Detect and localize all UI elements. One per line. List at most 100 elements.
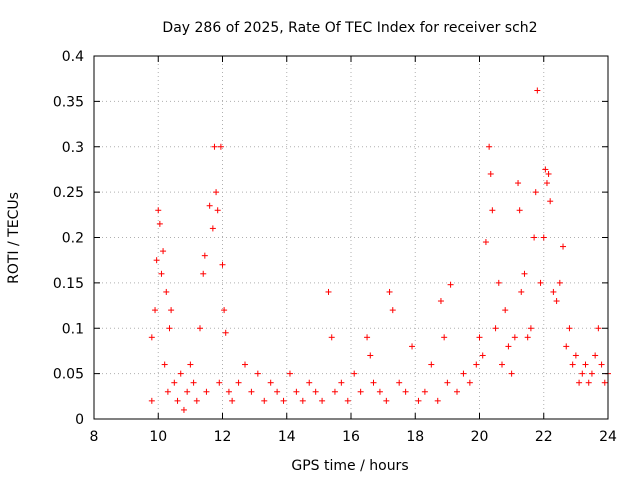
data-point bbox=[579, 370, 586, 377]
data-point bbox=[585, 379, 592, 386]
data-point bbox=[367, 352, 374, 359]
data-point bbox=[171, 379, 178, 386]
data-point bbox=[508, 370, 515, 377]
y-tick-label: 0.25 bbox=[53, 185, 84, 201]
data-point bbox=[187, 361, 194, 368]
data-point bbox=[180, 406, 187, 413]
x-tick-label: 18 bbox=[406, 429, 424, 445]
data-point bbox=[168, 307, 175, 314]
data-point bbox=[319, 397, 326, 404]
data-point bbox=[553, 298, 560, 305]
data-point bbox=[409, 343, 416, 350]
data-point bbox=[502, 307, 509, 314]
y-tick-label: 0.15 bbox=[53, 276, 84, 292]
data-point bbox=[274, 388, 281, 395]
data-point bbox=[460, 370, 467, 377]
data-point bbox=[160, 248, 167, 255]
data-point bbox=[190, 379, 197, 386]
data-point bbox=[158, 270, 165, 277]
data-point bbox=[516, 207, 523, 214]
data-point bbox=[156, 220, 163, 227]
data-point bbox=[511, 334, 518, 341]
chart-title: Day 286 of 2025, Rate Of TEC Index for r… bbox=[162, 20, 537, 36]
data-point bbox=[148, 334, 155, 341]
y-tick-label: 0.05 bbox=[53, 367, 84, 383]
data-point bbox=[402, 388, 409, 395]
data-point bbox=[328, 334, 335, 341]
data-point bbox=[214, 207, 221, 214]
y-tick-label: 0.3 bbox=[62, 140, 84, 156]
data-point bbox=[447, 281, 454, 288]
data-point bbox=[206, 202, 213, 209]
y-tick-label: 0.2 bbox=[62, 231, 84, 247]
data-point bbox=[174, 397, 181, 404]
data-point bbox=[383, 397, 390, 404]
data-point bbox=[197, 325, 204, 332]
x-tick-label: 12 bbox=[214, 429, 232, 445]
data-point bbox=[306, 379, 313, 386]
data-point bbox=[164, 388, 171, 395]
data-point bbox=[560, 243, 567, 250]
data-point bbox=[521, 270, 528, 277]
data-point bbox=[152, 307, 159, 314]
x-tick-label: 8 bbox=[90, 429, 99, 445]
x-tick-label: 20 bbox=[471, 429, 489, 445]
data-point bbox=[531, 234, 538, 241]
x-tick-label: 24 bbox=[599, 429, 617, 445]
x-tick-label: 14 bbox=[278, 429, 296, 445]
data-point bbox=[598, 361, 605, 368]
data-point bbox=[254, 370, 261, 377]
data-point bbox=[434, 397, 441, 404]
data-point bbox=[217, 143, 224, 150]
data-point bbox=[280, 397, 287, 404]
data-point bbox=[569, 361, 576, 368]
data-point bbox=[527, 325, 534, 332]
data-point bbox=[293, 388, 300, 395]
y-tick-label: 0.35 bbox=[53, 94, 84, 110]
x-tick-label: 16 bbox=[342, 429, 360, 445]
data-point bbox=[476, 334, 483, 341]
data-point bbox=[161, 361, 168, 368]
data-point bbox=[441, 334, 448, 341]
data-point bbox=[200, 270, 207, 277]
data-point bbox=[454, 388, 461, 395]
data-point bbox=[556, 279, 563, 286]
data-point bbox=[492, 325, 499, 332]
x-tick-label: 22 bbox=[535, 429, 553, 445]
data-point bbox=[396, 379, 403, 386]
data-point bbox=[155, 207, 162, 214]
data-point bbox=[376, 388, 383, 395]
data-point bbox=[532, 189, 539, 196]
data-point bbox=[286, 370, 293, 377]
data-point bbox=[261, 397, 268, 404]
data-point bbox=[312, 388, 319, 395]
data-point bbox=[566, 325, 573, 332]
data-point bbox=[444, 379, 451, 386]
data-point bbox=[543, 180, 550, 187]
data-points-layer bbox=[148, 87, 611, 413]
data-point bbox=[222, 329, 229, 336]
data-point bbox=[547, 198, 554, 205]
data-point bbox=[213, 189, 220, 196]
data-point bbox=[572, 352, 579, 359]
y-tick-label: 0 bbox=[75, 412, 84, 428]
data-point bbox=[498, 361, 505, 368]
data-point bbox=[241, 361, 248, 368]
data-point bbox=[486, 143, 493, 150]
data-point bbox=[495, 279, 502, 286]
data-point bbox=[505, 343, 512, 350]
data-point bbox=[351, 370, 358, 377]
data-point bbox=[428, 361, 435, 368]
y-tick-label: 0.1 bbox=[62, 321, 84, 337]
data-point bbox=[357, 388, 364, 395]
data-point bbox=[166, 325, 173, 332]
data-point bbox=[338, 379, 345, 386]
data-point bbox=[209, 225, 216, 232]
data-point bbox=[515, 180, 522, 187]
data-point bbox=[489, 207, 496, 214]
data-point bbox=[267, 379, 274, 386]
data-point bbox=[550, 288, 557, 295]
data-point bbox=[229, 397, 236, 404]
data-point bbox=[235, 379, 242, 386]
